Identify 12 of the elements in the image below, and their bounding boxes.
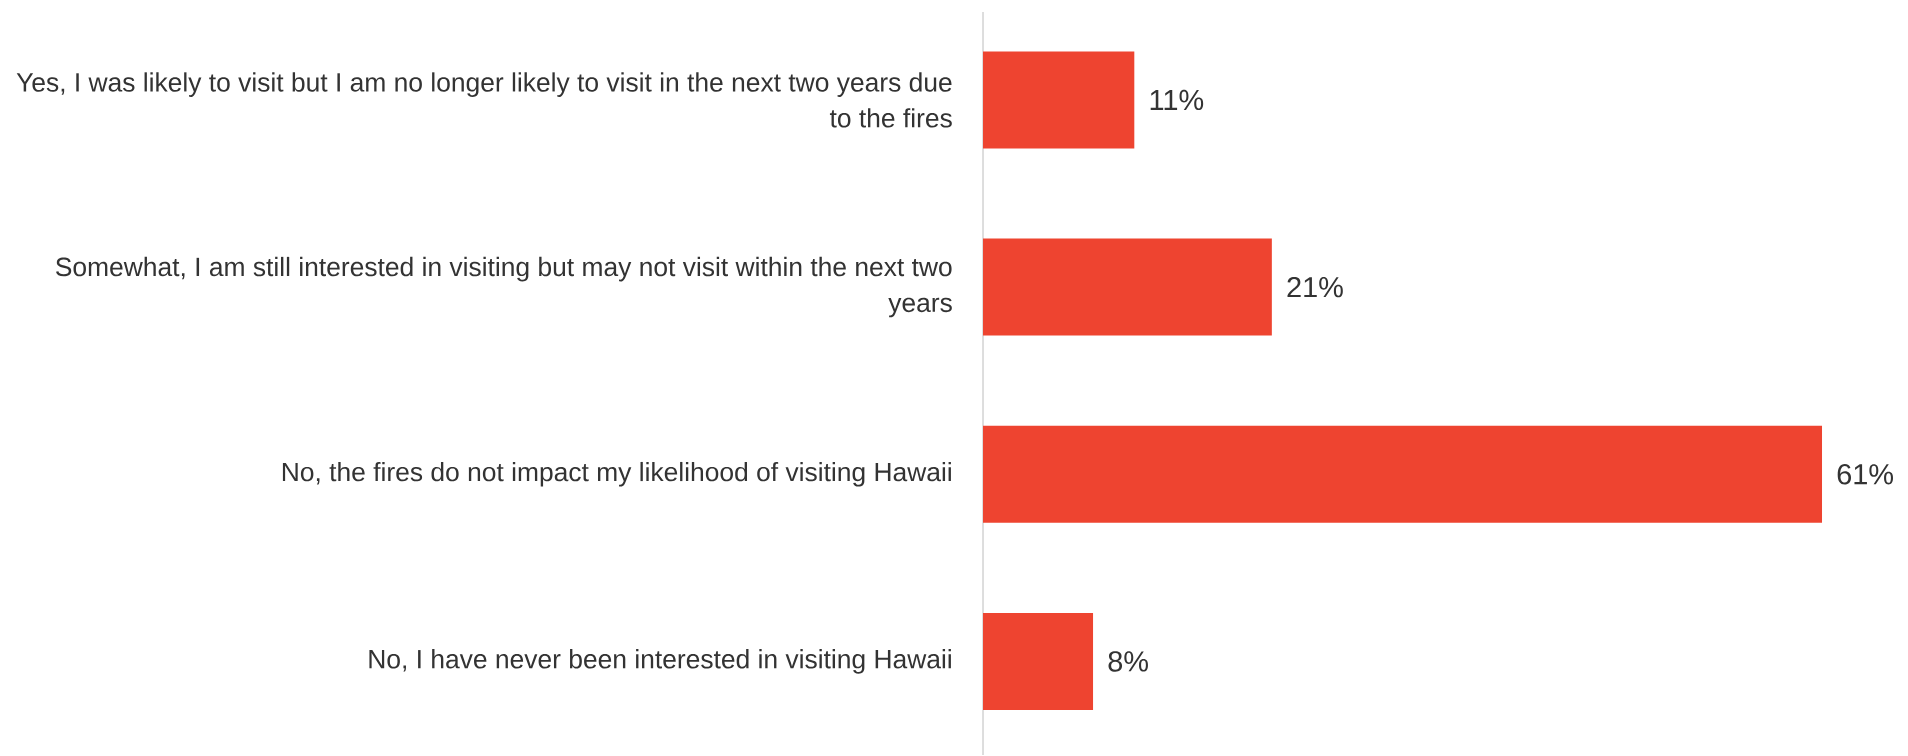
y-tick-label: No, the fires do not impact my likelihood of visiting Hawaii — [282, 461, 951, 487]
data-label: 21% — [1287, 276, 1343, 298]
bar — [983, 612, 1094, 710]
bar — [983, 51, 1135, 149]
y-tick-label: Yes, I was likely to visit but I am no longer likely to visit in the next two years due to the fires — [16, 72, 952, 128]
data-label: 8% — [1108, 651, 1148, 672]
bar — [983, 425, 1823, 523]
bar — [983, 238, 1272, 336]
y-tick-label: No, I have never been interested in visiting Hawaii — [369, 649, 951, 674]
data-label: 11% — [1150, 89, 1204, 111]
y-tick-label: Somewhat, I am still interested in visiting but may not visit within the next two years — [55, 256, 952, 318]
data-label: 61% — [1837, 464, 1893, 485]
